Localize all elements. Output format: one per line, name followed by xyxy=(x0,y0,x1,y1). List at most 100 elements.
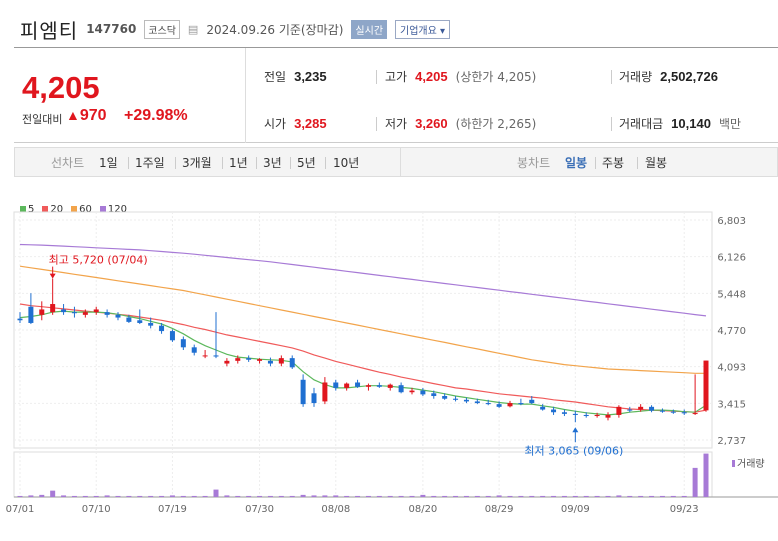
candle-body xyxy=(300,379,306,405)
candle-body xyxy=(649,406,655,411)
volume-bar xyxy=(93,495,99,497)
realtime-button[interactable]: 실시간 xyxy=(351,19,388,39)
ma-legend: 5 20 60 120 xyxy=(20,204,127,215)
volume-bar xyxy=(169,495,175,497)
candle-body xyxy=(213,355,219,357)
max-annotation: 최고 5,720 (07/04) xyxy=(49,254,148,267)
volume-bar xyxy=(409,495,415,497)
legend-swatch xyxy=(20,206,26,212)
volume-bar xyxy=(616,495,622,497)
legend-text: 120 xyxy=(107,204,127,215)
volume-bar xyxy=(561,495,567,497)
x-tick-label: 08/08 xyxy=(321,504,350,515)
x-tick-label: 09/09 xyxy=(561,504,590,515)
volume-bar xyxy=(670,495,676,497)
volume-bar xyxy=(681,495,687,497)
candle-body xyxy=(322,382,328,402)
candle-body xyxy=(594,414,600,417)
divider xyxy=(611,70,612,84)
volume-bar xyxy=(453,495,459,497)
tab-5y[interactable]: 5년 xyxy=(297,156,316,170)
candle-body xyxy=(202,355,208,357)
volume-bar xyxy=(355,495,361,497)
legend-swatch xyxy=(42,206,49,212)
volume-bar xyxy=(202,495,208,497)
tab-3y[interactable]: 3년 xyxy=(263,156,282,170)
chevron-down-icon: ▾ xyxy=(440,25,446,37)
tab-1y[interactable]: 1년 xyxy=(229,156,248,170)
volume-bar xyxy=(583,495,589,497)
min-annotation: 최저 3,065 (09/06) xyxy=(524,444,623,457)
tab-10y[interactable]: 10년 xyxy=(333,156,360,170)
x-tick-label: 07/30 xyxy=(245,504,274,515)
candle-body xyxy=(344,383,350,388)
candle-body xyxy=(627,409,633,411)
volume-bar xyxy=(387,495,393,497)
volume-bar xyxy=(257,495,263,497)
candle-body xyxy=(267,360,273,364)
prev-compare-label: 전일대비 xyxy=(22,113,63,126)
volume-bar xyxy=(180,495,186,497)
tab-weekly[interactable]: 주봉 xyxy=(602,156,625,170)
stat-sub: (하한가 2,265) xyxy=(455,117,537,131)
volume-bar xyxy=(159,495,165,497)
candle-body xyxy=(235,358,241,361)
line-chart-label: 선차트 xyxy=(51,156,85,170)
ma120-line xyxy=(19,243,707,317)
tab-daily[interactable]: 일봉 xyxy=(565,156,588,170)
tab-1d[interactable]: 1일 xyxy=(99,156,118,170)
candle-body xyxy=(529,399,535,404)
candle-body xyxy=(692,413,698,415)
ma20-line xyxy=(19,303,707,413)
candle-body xyxy=(61,309,67,313)
volume-bar xyxy=(224,495,230,497)
candle-body xyxy=(257,359,263,361)
candle-body xyxy=(289,358,295,368)
x-tick-label: 07/01 xyxy=(6,504,35,515)
x-tick-label: 07/19 xyxy=(158,504,187,515)
candle-body xyxy=(137,320,143,323)
stat-value: 4,205 xyxy=(415,69,448,84)
candle-chart-label: 봉차트 xyxy=(517,156,551,170)
y-tick-label: 4,770 xyxy=(717,326,746,337)
x-tick-label: 08/29 xyxy=(485,504,514,515)
tab-1w[interactable]: 1주일 xyxy=(135,156,165,170)
stat-unit: 백만 xyxy=(718,117,742,131)
candle-body xyxy=(670,411,676,413)
stat-low: 저가 3,260 (하한가 2,265) xyxy=(385,115,536,132)
price-change-value: 970 xyxy=(79,107,107,124)
volume-bar xyxy=(496,495,502,497)
stat-amount: 거래대금 10,140 백만 xyxy=(619,115,741,132)
stat-label: 거래량 xyxy=(619,70,653,84)
candle-body xyxy=(583,414,589,417)
x-tick-label: 09/23 xyxy=(670,504,699,515)
y-tick-label: 6,803 xyxy=(717,216,746,227)
volume-bar xyxy=(104,495,110,497)
company-overview-button[interactable]: 기업개요 ▾ xyxy=(395,19,451,39)
ma60-line xyxy=(19,265,706,374)
volume-bar xyxy=(115,495,121,497)
candle-body xyxy=(71,312,77,314)
volume-bar xyxy=(344,495,350,497)
tab-3m[interactable]: 3개월 xyxy=(182,156,212,170)
divider xyxy=(222,157,223,169)
divider xyxy=(290,157,291,169)
candle-body xyxy=(431,393,437,397)
price-area: 4,205 전일대비 ▲970 +29.98% xyxy=(14,48,246,143)
volume-bar xyxy=(540,495,546,497)
stat-label: 전일 xyxy=(264,70,287,84)
candle-body xyxy=(17,318,23,321)
candle-body xyxy=(442,396,448,399)
volume-bar xyxy=(365,495,371,497)
max-arrow-icon xyxy=(49,273,56,279)
volume-bar xyxy=(137,495,143,497)
divider xyxy=(637,157,638,169)
reference-date: 2024.09.26 기준(장마감) xyxy=(206,22,344,37)
volume-legend-swatch xyxy=(732,460,735,467)
min-arrow-icon xyxy=(572,427,579,433)
volume-bar xyxy=(267,495,273,497)
tab-monthly[interactable]: 월봉 xyxy=(645,156,668,170)
price-change: ▲970 xyxy=(66,107,107,125)
candle-body xyxy=(387,384,393,388)
